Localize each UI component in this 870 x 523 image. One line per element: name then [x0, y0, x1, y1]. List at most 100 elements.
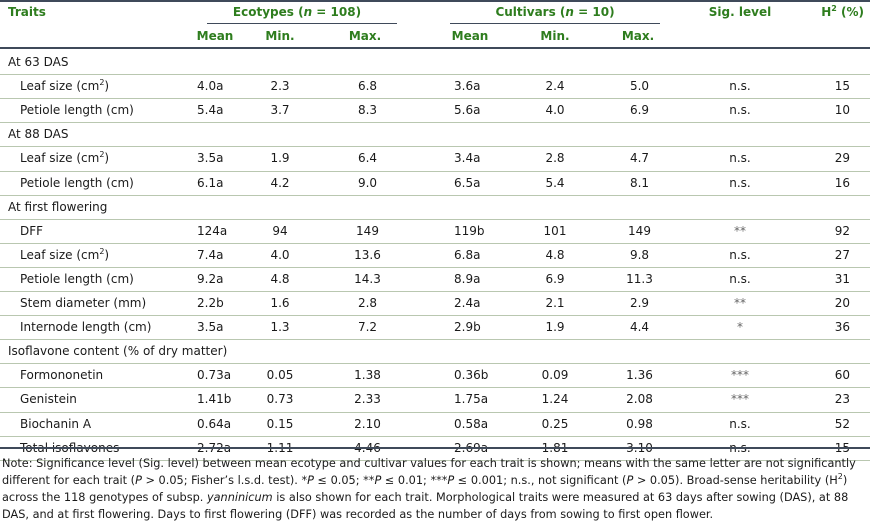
cell-c-max: 4.4: [629, 320, 650, 335]
cell-c-max: 149: [628, 223, 651, 238]
row-separator: [0, 218, 870, 220]
cell-c-max: 0.98: [626, 416, 653, 431]
header-h2: H2 (%): [821, 4, 864, 20]
row-separator: [0, 363, 870, 365]
cell-c-mean: 119b: [454, 223, 485, 238]
header-cult-min: Min.: [540, 29, 570, 43]
cell-e-min: 0.05: [266, 368, 294, 383]
trait-label: Leaf size (cm2): [20, 246, 110, 262]
cell-e-max: 8.3: [357, 103, 378, 118]
cell-e-min: 94: [272, 223, 288, 238]
cell-c-max: 2.9: [629, 296, 650, 310]
cell-c-mean: 5.6a: [454, 103, 481, 118]
header-eco-min: Min.: [265, 29, 295, 43]
cell-c-max: 8.1: [629, 175, 650, 190]
header-cult-mean: Mean: [451, 29, 489, 43]
cell-c-max: 4.7: [629, 151, 650, 166]
cell-h2: 10: [834, 103, 850, 118]
cell-e-max: 149: [356, 223, 379, 238]
row-separator: [0, 194, 870, 196]
cell-sig: n.s.: [729, 103, 751, 118]
cell-c-mean: 3.6a: [454, 79, 481, 94]
cell-e-max: 6.4: [357, 151, 378, 166]
cell-h2: 52: [834, 416, 850, 431]
cell-h2: 36: [834, 320, 850, 335]
cell-sig: ***: [731, 392, 749, 407]
cell-sig: n.s.: [729, 247, 751, 262]
cell-c-max: 11.3: [626, 271, 653, 286]
cell-e-max: 9.0: [357, 175, 378, 190]
cell-c-mean: 0.58a: [454, 416, 489, 431]
row-separator: [0, 315, 870, 317]
cell-c-min: 4.0: [545, 103, 565, 118]
cell-c-min: 101: [543, 223, 567, 238]
cell-c-max: 5.0: [629, 79, 650, 94]
header-traits: Traits: [8, 5, 46, 19]
cell-sig: **: [734, 223, 746, 238]
cell-sig: n.s.: [729, 151, 751, 166]
header-cult-max: Max.: [621, 29, 655, 43]
cell-c-mean: 6.5a: [454, 175, 481, 190]
cell-c-max: 1.36: [626, 368, 653, 383]
cell-e-mean: 2.2b: [197, 296, 224, 310]
trait-label: Petiole length (cm): [20, 175, 134, 190]
cell-sig: n.s.: [729, 271, 751, 286]
trait-label: Genistein: [20, 392, 77, 407]
trait-label: Leaf size (cm2): [20, 78, 110, 94]
cell-c-min: 2.4: [545, 79, 565, 94]
header-ecotypes: Ecotypes (n = 108): [232, 5, 362, 19]
header-eco-mean: Mean: [196, 29, 234, 43]
row-separator: [0, 170, 870, 172]
section-title: At first flowering: [8, 199, 108, 214]
cell-c-min: 2.8: [545, 151, 565, 166]
cell-sig: n.s.: [729, 416, 751, 431]
cell-c-min: 1.24: [541, 392, 569, 407]
cell-c-min: 5.4: [545, 175, 565, 190]
header-eco-max: Max.: [348, 29, 382, 43]
row-separator: [0, 411, 870, 413]
cell-c-max: 9.8: [629, 247, 650, 262]
cell-e-min: 1.6: [270, 296, 290, 310]
cell-c-min: 4.8: [545, 247, 565, 262]
trait-label: Leaf size (cm2): [20, 150, 110, 166]
cell-e-min: 2.3: [270, 79, 290, 94]
cell-c-mean: 2.4a: [454, 296, 481, 310]
cell-c-min: 1.9: [545, 320, 565, 335]
cell-h2: 29: [834, 151, 850, 166]
cell-c-mean: 1.75a: [454, 392, 489, 407]
cell-e-min: 4.8: [270, 271, 290, 286]
cell-sig: **: [734, 296, 746, 310]
cell-h2: 31: [834, 271, 850, 286]
cell-e-max: 1.38: [354, 368, 381, 383]
cell-c-min: 6.9: [545, 271, 565, 286]
row-separator: [0, 339, 870, 341]
cell-e-max: 2.10: [354, 416, 381, 431]
cell-e-max: 7.2: [357, 320, 378, 335]
trait-label: Internode length (cm): [20, 320, 152, 335]
cell-h2: 92: [834, 223, 850, 238]
cell-e-mean: 7.4a: [197, 247, 224, 262]
cell-e-mean: 3.5a: [197, 320, 224, 335]
trait-label: Stem diameter (mm): [20, 296, 147, 310]
table-bottom-rule: [0, 447, 870, 449]
row-separator: [0, 266, 870, 268]
cell-sig: n.s.: [729, 175, 751, 190]
row-separator: [0, 291, 870, 292]
row-separator: [0, 122, 870, 124]
cell-h2: 23: [834, 392, 850, 407]
table-top-rule: [0, 0, 870, 2]
trait-label: Formononetin: [20, 368, 104, 383]
cell-h2: 20: [834, 296, 850, 310]
cell-sig: ***: [731, 368, 749, 383]
cell-c-mean: 3.4a: [454, 151, 481, 166]
cell-h2: 27: [834, 247, 850, 262]
cell-e-mean: 3.5a: [197, 151, 224, 166]
cell-e-mean: 124a: [197, 223, 228, 238]
cell-e-min: 4.0: [270, 247, 290, 262]
cell-e-min: 0.15: [266, 416, 294, 431]
cell-e-min: 4.2: [270, 175, 290, 190]
cell-e-max: 6.8: [357, 79, 378, 94]
cell-c-min: 0.25: [541, 416, 569, 431]
cultivars-underline: [450, 23, 660, 24]
